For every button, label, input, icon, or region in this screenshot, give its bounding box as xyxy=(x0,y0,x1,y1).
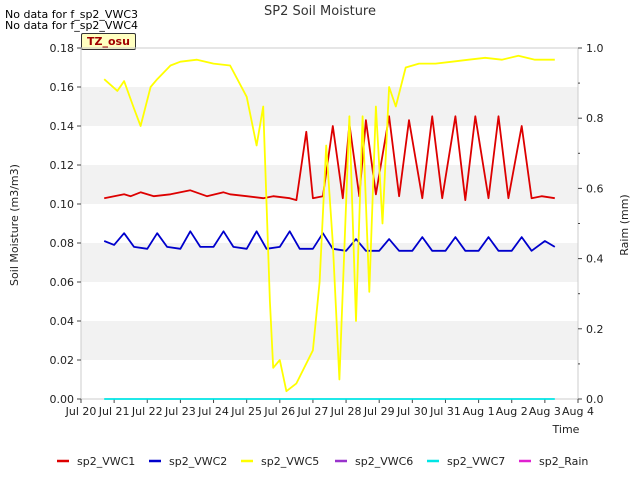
legend-label-sp2_Rain: sp2_Rain xyxy=(539,455,588,468)
legend-label-sp2_VWC6: sp2_VWC6 xyxy=(355,455,413,468)
no-data-notice-vwc4: No data for f_sp2_VWC4 xyxy=(5,19,139,32)
x-tick-label: Jul 21 xyxy=(98,405,130,418)
x-tick-label: Jul 29 xyxy=(363,405,395,418)
y-tick-label: 0.10 xyxy=(50,198,75,211)
x-tick-label: Jul 25 xyxy=(230,405,262,418)
y2-tick-label: 1.0 xyxy=(586,42,604,55)
legend: sp2_VWC1 sp2_VWC2 sp2_VWC5 sp2_VWC6 sp2_VWC7… xyxy=(57,455,588,468)
y-tick-label: 0.14 xyxy=(50,120,75,133)
series-lines xyxy=(103,54,556,400)
x-tick-label: Jul 28 xyxy=(330,405,362,418)
y-axis-label: Soil Moisture (m3/m3) xyxy=(8,164,21,286)
series-line-sp2_VWC1 xyxy=(104,115,555,202)
series-line-sp2_VWC5 xyxy=(103,54,555,393)
x-tick-label: Aug 4 xyxy=(562,405,594,418)
x-axis: Jul 20 Jul 21 Jul 22 Jul 23 Jul 24 Jul 25 Jul … xyxy=(65,399,594,418)
grid-band xyxy=(81,243,578,282)
legend-label-sp2_VWC1: sp2_VWC1 xyxy=(77,455,135,468)
legend-label-sp2_VWC5: sp2_VWC5 xyxy=(261,455,319,468)
chart-title: SP2 Soil Moisture xyxy=(264,4,376,19)
x-tick-label: Jul 30 xyxy=(396,405,428,418)
grid-bands xyxy=(81,87,578,360)
x-tick-label: Aug 3 xyxy=(529,405,561,418)
y2-tick-label: 0.2 xyxy=(586,323,604,336)
legend-label-sp2_VWC7: sp2_VWC7 xyxy=(447,455,505,468)
x-tick-label: Jul 27 xyxy=(297,405,329,418)
y-tick-label: 0.06 xyxy=(50,276,75,289)
y2-axis: 0.0 0.2 0.4 0.6 0.8 1.0 xyxy=(578,42,604,406)
y2-tick-label: 0.8 xyxy=(586,112,604,125)
x-tick-label: Jul 26 xyxy=(263,405,295,418)
legend-label-sp2_VWC2: sp2_VWC2 xyxy=(169,455,227,468)
x-tick-label: Jul 23 xyxy=(164,405,196,418)
series-line-sp2_VWC2 xyxy=(103,230,556,252)
y-tick-label: 0.08 xyxy=(50,237,75,250)
x-tick-label: Jul 31 xyxy=(429,405,461,418)
x-tick-label: Jul 22 xyxy=(131,405,163,418)
grid-band xyxy=(81,321,578,360)
x-tick-label: Aug 2 xyxy=(496,405,528,418)
y2-tick-label: 0.0 xyxy=(586,393,604,406)
y-tick-label: 0.18 xyxy=(50,42,75,55)
x-tick-label: Jul 20 xyxy=(65,405,97,418)
x-axis-label: Time xyxy=(552,423,580,436)
x-tick-label: Jul 24 xyxy=(197,405,229,418)
y-tick-label: 0.02 xyxy=(50,354,75,367)
y-tick-label: 0.12 xyxy=(50,159,75,172)
no-data-notice-vwc3: No data for f_sp2_VWC3 xyxy=(5,8,139,21)
grid-band xyxy=(81,87,578,126)
timezone-badge: TZ_osu xyxy=(81,33,136,50)
y2-tick-label: 0.4 xyxy=(586,253,604,266)
y2-tick-label: 0.6 xyxy=(586,182,604,195)
y2-axis-label: Raim (mm) xyxy=(618,194,631,255)
y-axis: 0.00 0.02 0.04 0.06 0.08 0.10 0.12 0.14 0.16 0.18 xyxy=(50,42,81,406)
y-tick-label: 0.04 xyxy=(50,315,75,328)
y-tick-label: 0.16 xyxy=(50,81,75,94)
y-tick-label: 0.00 xyxy=(50,393,75,406)
x-tick-label: Aug 1 xyxy=(463,405,495,418)
